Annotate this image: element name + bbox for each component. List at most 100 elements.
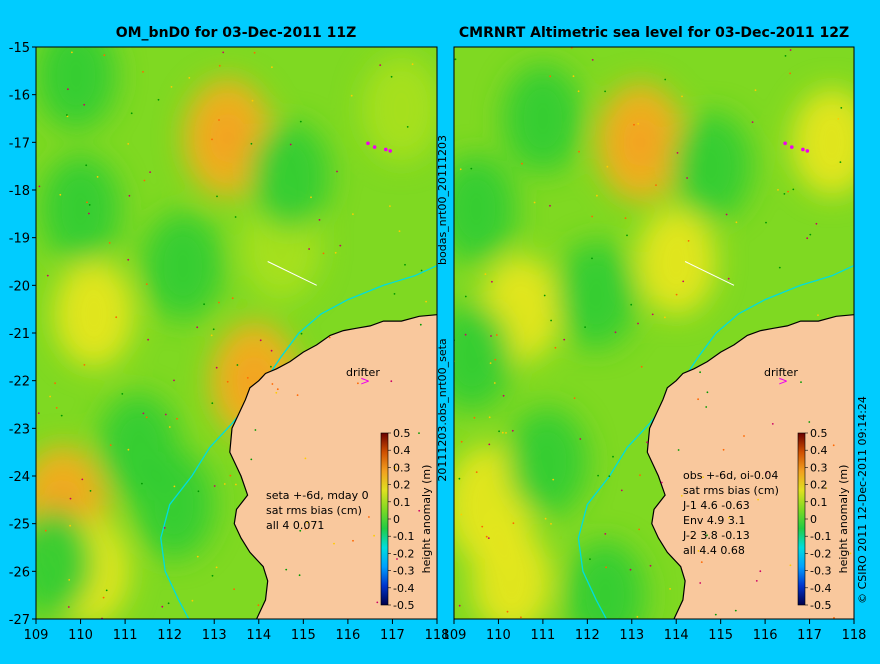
observation-point xyxy=(502,394,505,397)
observation-point xyxy=(629,568,632,571)
observation-point xyxy=(149,171,152,174)
observation-point xyxy=(404,263,406,266)
right-transect-line xyxy=(684,261,735,286)
colorbar-tick-label: 0.4 xyxy=(393,444,411,457)
observation-point xyxy=(357,382,359,385)
observation-point xyxy=(393,293,396,295)
colorbar-tick-label: -0.5 xyxy=(810,599,831,612)
observation-point xyxy=(626,234,628,237)
colorbar-tick-label: -0.2 xyxy=(393,547,414,560)
observation-point xyxy=(103,54,106,57)
obs-file-label: 20111203.obs_nrt00_seta xyxy=(436,338,449,481)
anomaly-blob xyxy=(53,260,135,368)
left-transect-line xyxy=(267,261,317,286)
x-tick-label: 113 xyxy=(619,628,644,643)
x-tick-label: 109 xyxy=(24,628,49,643)
observation-point xyxy=(173,379,175,382)
observation-point xyxy=(686,177,688,179)
colorbar-tick-label: 0.5 xyxy=(810,427,828,440)
observation-point xyxy=(506,610,509,613)
observation-point xyxy=(591,59,594,61)
observation-point xyxy=(578,150,580,153)
observation-point xyxy=(727,277,730,280)
observation-point xyxy=(614,331,617,334)
observation-point xyxy=(691,536,694,538)
observation-point xyxy=(211,138,213,141)
right-stats-line-4: Env 4.9 3.1 xyxy=(683,514,745,527)
anomaly-blob xyxy=(502,64,583,173)
observation-point xyxy=(639,474,641,477)
observation-point xyxy=(46,274,49,277)
right-colorbar: 0.5 0.4 0.3 0.2 0.1 0 -0.1 -0.2 -0.3 -0.4 -0.5 heig… xyxy=(797,427,850,612)
observation-point xyxy=(549,204,551,207)
observation-point xyxy=(66,114,68,116)
drifter-mark xyxy=(372,145,377,149)
colorbar-tick-label: 0.1 xyxy=(810,496,828,509)
observation-point xyxy=(596,194,598,197)
left-drifter-arrow: > xyxy=(360,374,370,388)
observation-point xyxy=(127,143,130,145)
observation-point xyxy=(573,397,576,399)
observation-point xyxy=(218,119,220,121)
observation-point xyxy=(285,568,288,571)
anomaly-blob xyxy=(556,241,637,349)
colorbar-tick-label: -0.3 xyxy=(810,565,831,578)
observation-point xyxy=(714,613,717,616)
observation-point xyxy=(572,75,575,78)
observation-point xyxy=(336,170,338,173)
observation-point xyxy=(660,481,663,484)
x-tick-label: 114 xyxy=(246,628,271,643)
observation-point xyxy=(728,516,730,519)
left-map-panel: -15-16-17-18-19-20-21-22-23-24-25-26-27 … xyxy=(9,41,450,643)
observation-point xyxy=(706,391,709,394)
observation-point xyxy=(520,616,522,619)
observation-point xyxy=(394,466,397,469)
observation-point xyxy=(318,219,321,221)
observation-point xyxy=(637,122,640,125)
observation-point xyxy=(640,365,643,368)
observation-point xyxy=(229,474,232,477)
observation-point xyxy=(86,201,88,204)
observation-point xyxy=(735,221,738,224)
x-tick-label: 116 xyxy=(753,628,778,643)
observation-point xyxy=(734,609,737,612)
observation-point xyxy=(141,482,143,485)
observation-point xyxy=(379,64,382,66)
observation-point xyxy=(460,440,463,443)
observation-point xyxy=(664,316,666,319)
observation-point xyxy=(591,257,593,260)
observation-point xyxy=(473,416,476,419)
anomaly-blob xyxy=(361,55,437,163)
observation-point xyxy=(501,431,504,434)
right-observation-points xyxy=(454,47,852,619)
observation-point xyxy=(464,295,467,298)
observation-point xyxy=(817,314,819,316)
drifter-mark xyxy=(805,149,810,153)
x-tick-label: 114 xyxy=(664,628,689,643)
observation-point xyxy=(235,483,237,486)
observation-point xyxy=(300,332,303,335)
anomaly-blob xyxy=(454,303,512,411)
observation-point xyxy=(236,364,239,366)
observation-point xyxy=(69,497,72,500)
y-tick-label: -23 xyxy=(9,422,30,437)
observation-point xyxy=(270,349,273,352)
observation-point xyxy=(702,476,704,478)
left-stats-line-1: seta +-6d, mday 0 xyxy=(266,489,369,502)
observation-point xyxy=(605,566,607,569)
observation-point xyxy=(83,103,86,106)
colorbar-tick-label: -0.4 xyxy=(393,582,414,595)
observation-point xyxy=(706,534,708,537)
observation-point xyxy=(849,552,852,555)
left-x-axis: 109 110 111 112 113 114 115 116 117 118 xyxy=(24,619,449,643)
observation-point xyxy=(787,190,789,193)
observation-point xyxy=(839,161,842,164)
observation-point xyxy=(121,393,124,395)
observation-point xyxy=(398,230,401,233)
observation-point xyxy=(54,382,56,385)
observation-point xyxy=(67,88,69,91)
x-tick-label: 110 xyxy=(68,628,93,643)
observation-point xyxy=(488,443,491,446)
observation-point xyxy=(130,112,133,115)
colorbar-tick-label: 0.3 xyxy=(393,461,411,474)
